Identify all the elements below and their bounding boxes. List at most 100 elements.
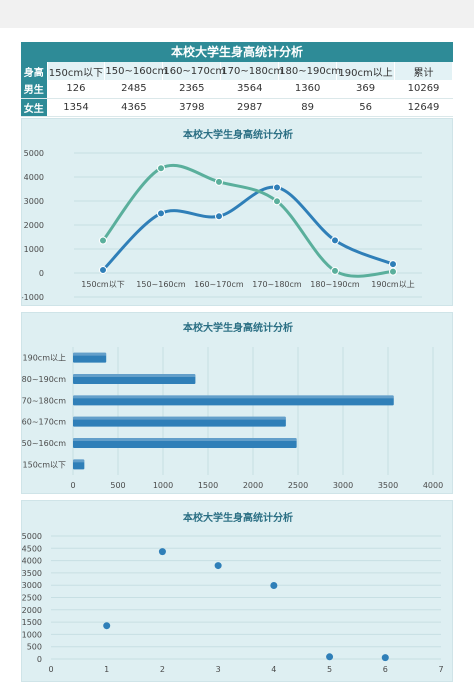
bar-highlight — [73, 438, 297, 441]
table-cell: 126 — [47, 80, 106, 99]
header-label: 身高 — [21, 62, 48, 80]
x-tick-label: 150cm以下 — [81, 280, 124, 289]
bar — [73, 374, 196, 384]
data-point — [215, 212, 223, 221]
row-label: 女生 — [21, 98, 48, 117]
y-tick-label: 4000 — [22, 557, 42, 566]
table-header-row: 身高 150cm以下 150~160cm 160~170cm 170~180cm… — [21, 62, 453, 80]
data-point — [331, 266, 339, 275]
y-tick-label: 4000 — [24, 173, 44, 182]
data-point — [270, 582, 278, 590]
table-row: 男生 126 2485 2365 3564 1360 369 10269 — [21, 80, 453, 99]
table-row: 女生 1354 4365 3798 2987 89 56 12649 — [21, 98, 453, 117]
x-tick-label: 190cm以上 — [371, 280, 414, 289]
x-tick-label: 5 — [327, 665, 332, 674]
bar-highlight — [73, 459, 85, 463]
bar — [73, 459, 85, 470]
y-tick-label: 160~170cm — [22, 418, 66, 427]
table-cell: 56 — [336, 98, 396, 117]
x-tick-label: 3 — [216, 665, 221, 674]
y-tick-label: 0 — [37, 655, 42, 664]
data-point — [103, 622, 111, 630]
table-cell: 2987 — [220, 98, 280, 117]
x-tick-label: 150~160cm — [136, 280, 186, 289]
x-tick-label: 3000 — [333, 481, 353, 490]
chart-title: 本校大学生身高统计分析 — [183, 321, 293, 334]
scatter-chart-panel: 本校大学生身高统计分析 5000 4500 4000 3500 3000 2500 2000 1… — [21, 500, 453, 682]
y-tick-label: 0 — [39, 269, 44, 278]
x-tick-label: 7 — [438, 665, 443, 674]
bar-chart: 本校大学生身高统计分析 0 500 1000 1500 2000 2500 3000 3500 4… — [22, 321, 443, 490]
data-point — [331, 236, 339, 245]
table-cell: 3798 — [162, 98, 222, 117]
table-cell: 3564 — [220, 80, 280, 99]
data-point — [157, 209, 165, 218]
y-tick-label: 500 — [27, 643, 42, 652]
bar-highlight — [73, 374, 196, 377]
column-header: 170~180cm — [220, 62, 283, 80]
y-tick-label: 2000 — [24, 221, 44, 230]
data-point — [99, 236, 107, 245]
y-tick-label: 3500 — [22, 569, 42, 578]
data-point — [326, 653, 334, 661]
y-tick-label: 150cm以下 — [23, 460, 66, 469]
column-header: 150~160cm — [104, 62, 167, 80]
column-header-total: 累计 — [394, 62, 453, 80]
table-cell-total: 12649 — [394, 98, 453, 117]
data-point — [389, 260, 397, 269]
x-tick-label: 1500 — [198, 481, 218, 490]
y-tick-label: 3000 — [24, 197, 44, 206]
x-tick-label: 2 — [160, 665, 165, 674]
y-tick-label: 1000 — [22, 630, 42, 639]
x-tick-label: 1000 — [153, 481, 173, 490]
row-label: 男生 — [21, 80, 48, 99]
series-line — [101, 185, 394, 272]
x-tick-label: 3500 — [378, 481, 398, 490]
y-tick-label: 2000 — [22, 606, 42, 615]
chart-title: 本校大学生身高统计分析 — [183, 128, 293, 141]
x-tick-label: 500 — [110, 481, 125, 490]
series-line — [101, 163, 394, 278]
y-tick-label: 1000 — [24, 245, 44, 254]
table-cell: 89 — [278, 98, 338, 117]
line-chart: 本校大学生身高统计分析 5000 4000 3000 2000 1000 0 -1000 150… — [22, 128, 422, 302]
y-tick-label: 150~160cm — [22, 439, 66, 448]
x-tick-label: 170~180cm — [252, 280, 302, 289]
column-header: 180~190cm — [278, 62, 341, 80]
table-cell: 2365 — [162, 80, 222, 99]
x-tick-label: 0 — [70, 481, 75, 490]
y-tick-label: 5000 — [24, 149, 44, 158]
table-cell: 1354 — [47, 98, 106, 117]
data-point — [99, 265, 107, 274]
bar — [73, 416, 286, 427]
data-point — [389, 267, 397, 276]
column-header: 190cm以上 — [336, 62, 396, 80]
y-tick-label: 190cm以上 — [23, 354, 66, 363]
y-tick-label: 4500 — [22, 544, 42, 553]
y-tick-label: 5000 — [22, 532, 42, 541]
y-tick-label: -1000 — [22, 293, 44, 302]
table-cell-total: 10269 — [394, 80, 453, 99]
column-header: 160~170cm — [162, 62, 225, 80]
bar — [73, 438, 297, 448]
table-title: 本校大学生身高统计分析 — [21, 42, 453, 62]
bar-highlight — [73, 352, 107, 356]
y-tick-label: 170~180cm — [22, 396, 66, 405]
bar — [73, 352, 107, 363]
bar-chart-panel: 本校大学生身高统计分析 0 500 1000 1500 2000 2500 3000 3500 4… — [21, 312, 453, 494]
data-point — [214, 562, 222, 570]
bar — [73, 395, 394, 406]
x-tick-label: 6 — [383, 665, 388, 674]
x-tick-label: 0 — [48, 665, 53, 674]
top-bar — [0, 0, 474, 28]
y-tick-label: 180~190cm — [22, 375, 66, 384]
chart-title: 本校大学生身高统计分析 — [183, 511, 293, 524]
x-tick-label: 2500 — [288, 481, 308, 490]
x-tick-label: 4 — [271, 665, 276, 674]
x-tick-label: 160~170cm — [194, 280, 244, 289]
x-tick-label: 180~190cm — [310, 280, 360, 289]
data-point — [215, 177, 223, 186]
data-point — [158, 548, 166, 556]
line-chart-panel: 本校大学生身高统计分析 5000 4000 3000 2000 1000 0 -1000 150… — [21, 118, 453, 306]
height-stats-table: 身高 150cm以下 150~160cm 160~170cm 170~180cm… — [21, 62, 453, 117]
